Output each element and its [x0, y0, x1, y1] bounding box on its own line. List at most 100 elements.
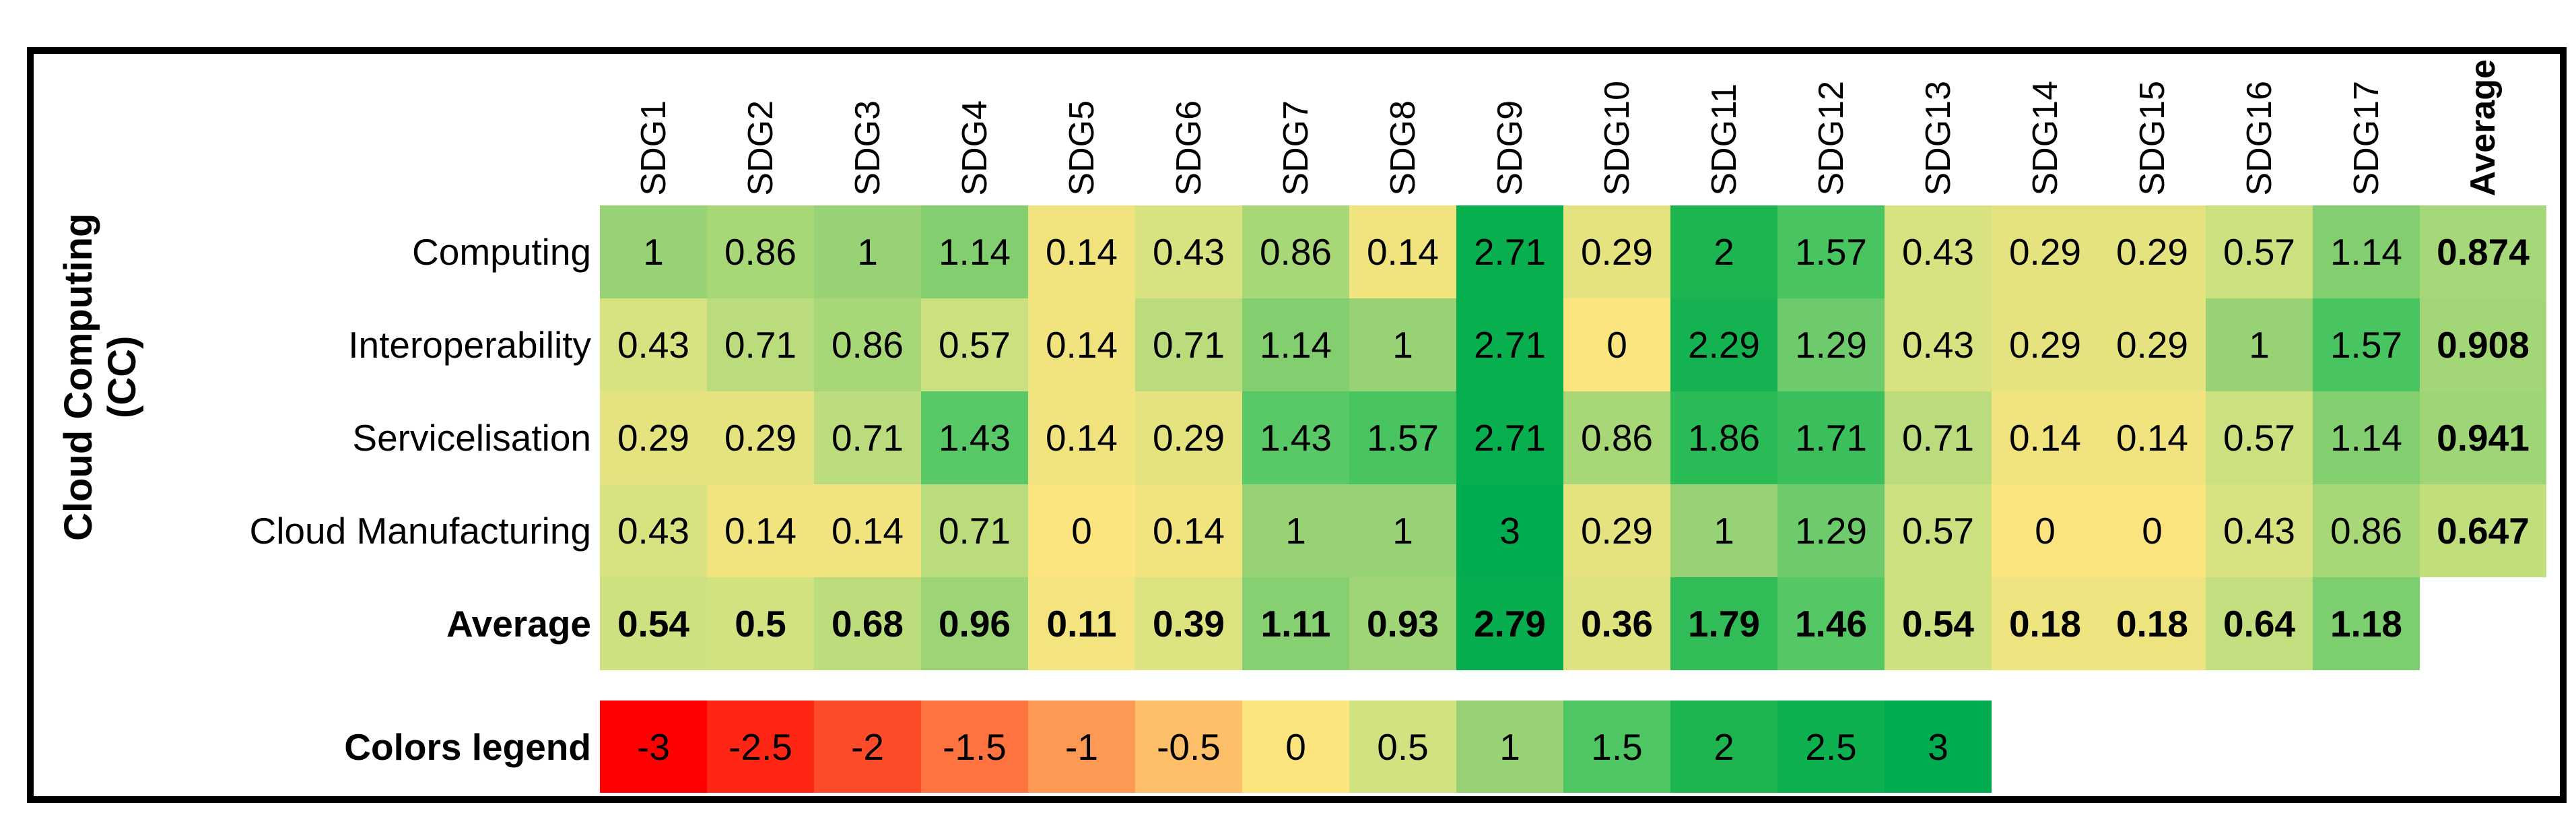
heatmap-cell: 0.71: [814, 391, 921, 484]
column-header: SDG15: [2099, 40, 2206, 205]
heatmap-cell: 0.71: [707, 298, 814, 391]
column-header: SDG12: [1777, 40, 1885, 205]
legend-cell: 3: [1885, 701, 1992, 793]
column-header: Average: [2420, 40, 2546, 205]
column-header-label: SDG5: [1062, 100, 1101, 196]
heatmap-cell: 0.14: [1992, 391, 2099, 484]
legend-cell: -2: [814, 701, 921, 793]
heatmap-cell: 0.18: [2099, 577, 2206, 670]
heatmap-cell: 1.14: [921, 205, 1028, 298]
heatmap-cell: 1.18: [2313, 577, 2420, 670]
column-header: SDG14: [1992, 40, 2099, 205]
heatmap-cell: 0.57: [921, 298, 1028, 391]
heatmap-cell: 0.43: [1885, 298, 1992, 391]
heatmap-cell: 0: [1992, 484, 2099, 577]
legend-cell: 1.5: [1563, 701, 1670, 793]
heatmap-cell: 0.14: [1028, 298, 1135, 391]
figure-border: [27, 47, 2567, 803]
heatmap-cell: 0.71: [1885, 391, 1992, 484]
column-header: SDG13: [1885, 40, 1992, 205]
heatmap-cell: 2.71: [1456, 205, 1563, 298]
heatmap-cell: 0.29: [2099, 298, 2206, 391]
row-label: Cloud Manufacturing: [249, 510, 591, 552]
heatmap-cell: 1.11: [1242, 577, 1349, 670]
heatmap-cell: 1.14: [2313, 391, 2420, 484]
heatmap-cell: 1.57: [1777, 205, 1885, 298]
heatmap-cell: 2.71: [1456, 391, 1563, 484]
heatmap-cell: 0.39: [1135, 577, 1242, 670]
heatmap-cell: 0.43: [600, 484, 707, 577]
heatmap-cell: 0.86: [814, 298, 921, 391]
heatmap-cell: 0.14: [1135, 484, 1242, 577]
column-header-label: SDG10: [1597, 81, 1637, 196]
legend-cell: 0.5: [1349, 701, 1456, 793]
column-header-label: SDG3: [848, 100, 887, 196]
heatmap-cell: 3: [1456, 484, 1563, 577]
heatmap-cell: 0.71: [1135, 298, 1242, 391]
heatmap-cell: 0.29: [1135, 391, 1242, 484]
column-header-label: SDG4: [955, 100, 994, 196]
column-header: SDG6: [1135, 40, 1242, 205]
row-group-label: Cloud Computing (CC): [37, 67, 165, 687]
column-header-label: SDG12: [1811, 81, 1851, 196]
column-header-label: SDG11: [1704, 84, 1744, 196]
heatmap-cell: 0.5: [707, 577, 814, 670]
heatmap-cell: 0.86: [707, 205, 814, 298]
heatmap-cell: 0.14: [1028, 391, 1135, 484]
heatmap-cell: 0.86: [2313, 484, 2420, 577]
heatmap-cell: 0.86: [1242, 205, 1349, 298]
heatmap-cell: 0.29: [1563, 484, 1670, 577]
heatmap-cell: 0.29: [1992, 205, 2099, 298]
column-header: SDG11: [1670, 40, 1777, 205]
heatmap-cell: 0.14: [2099, 391, 2206, 484]
heatmap-cell: 0.29: [2099, 205, 2206, 298]
heatmap-cell: 1.71: [1777, 391, 1885, 484]
heatmap-cell: 1.79: [1670, 577, 1777, 670]
column-header: SDG3: [814, 40, 921, 205]
heatmap-cell: 1.57: [1349, 391, 1456, 484]
column-header: SDG4: [921, 40, 1028, 205]
column-header: SDG10: [1563, 40, 1670, 205]
heatmap-cell: 1.29: [1777, 298, 1885, 391]
heatmap-cell: 1.43: [1242, 391, 1349, 484]
heatmap-cell: 1.43: [921, 391, 1028, 484]
heatmap-cell: 1.57: [2313, 298, 2420, 391]
average-cell: 0.647: [2420, 484, 2546, 577]
heatmap-cell: 1: [600, 205, 707, 298]
heatmap-cell: 1: [1670, 484, 1777, 577]
legend-cell: -0.5: [1135, 701, 1242, 793]
column-header-label: SDG2: [741, 100, 780, 196]
heatmap-cell: 0.96: [921, 577, 1028, 670]
average-cell: 0.874: [2420, 205, 2546, 298]
heatmap-cell: 0.71: [921, 484, 1028, 577]
legend-cell: -3: [600, 701, 707, 793]
average-cell: 0.908: [2420, 298, 2546, 391]
heatmap-cell: 0: [2099, 484, 2206, 577]
heatmap-cell: 1.29: [1777, 484, 1885, 577]
heatmap-cell: 0.57: [2206, 391, 2313, 484]
heatmap-cell: 0.29: [1992, 298, 2099, 391]
heatmap-cell: 2.29: [1670, 298, 1777, 391]
column-header-label: SDG15: [2132, 81, 2172, 196]
row-label: Average: [446, 603, 591, 645]
heatmap-cell: 1.14: [1242, 298, 1349, 391]
column-header-label: SDG13: [1918, 81, 1958, 196]
column-header-label: SDG9: [1490, 100, 1530, 196]
legend-cell: 2.5: [1777, 701, 1885, 793]
heatmap-cell: 1: [1349, 298, 1456, 391]
heatmap-cell: 0.11: [1028, 577, 1135, 670]
heatmap-cell: 0.57: [1885, 484, 1992, 577]
row-label: Servicelisation: [352, 417, 591, 459]
column-header-label: Average: [2464, 59, 2503, 196]
column-header: SDG8: [1349, 40, 1456, 205]
column-header: SDG9: [1456, 40, 1563, 205]
column-header-label: SDG7: [1276, 100, 1316, 196]
legend-cell: 0: [1242, 701, 1349, 793]
heatmap-cell: 1.86: [1670, 391, 1777, 484]
heatmap-cell: 0.29: [707, 391, 814, 484]
heatmap-cell: 0.36: [1563, 577, 1670, 670]
row-label: Interoperability: [348, 324, 591, 366]
heatmap-cell: 0.68: [814, 577, 921, 670]
heatmap-cell: 0.29: [1563, 205, 1670, 298]
